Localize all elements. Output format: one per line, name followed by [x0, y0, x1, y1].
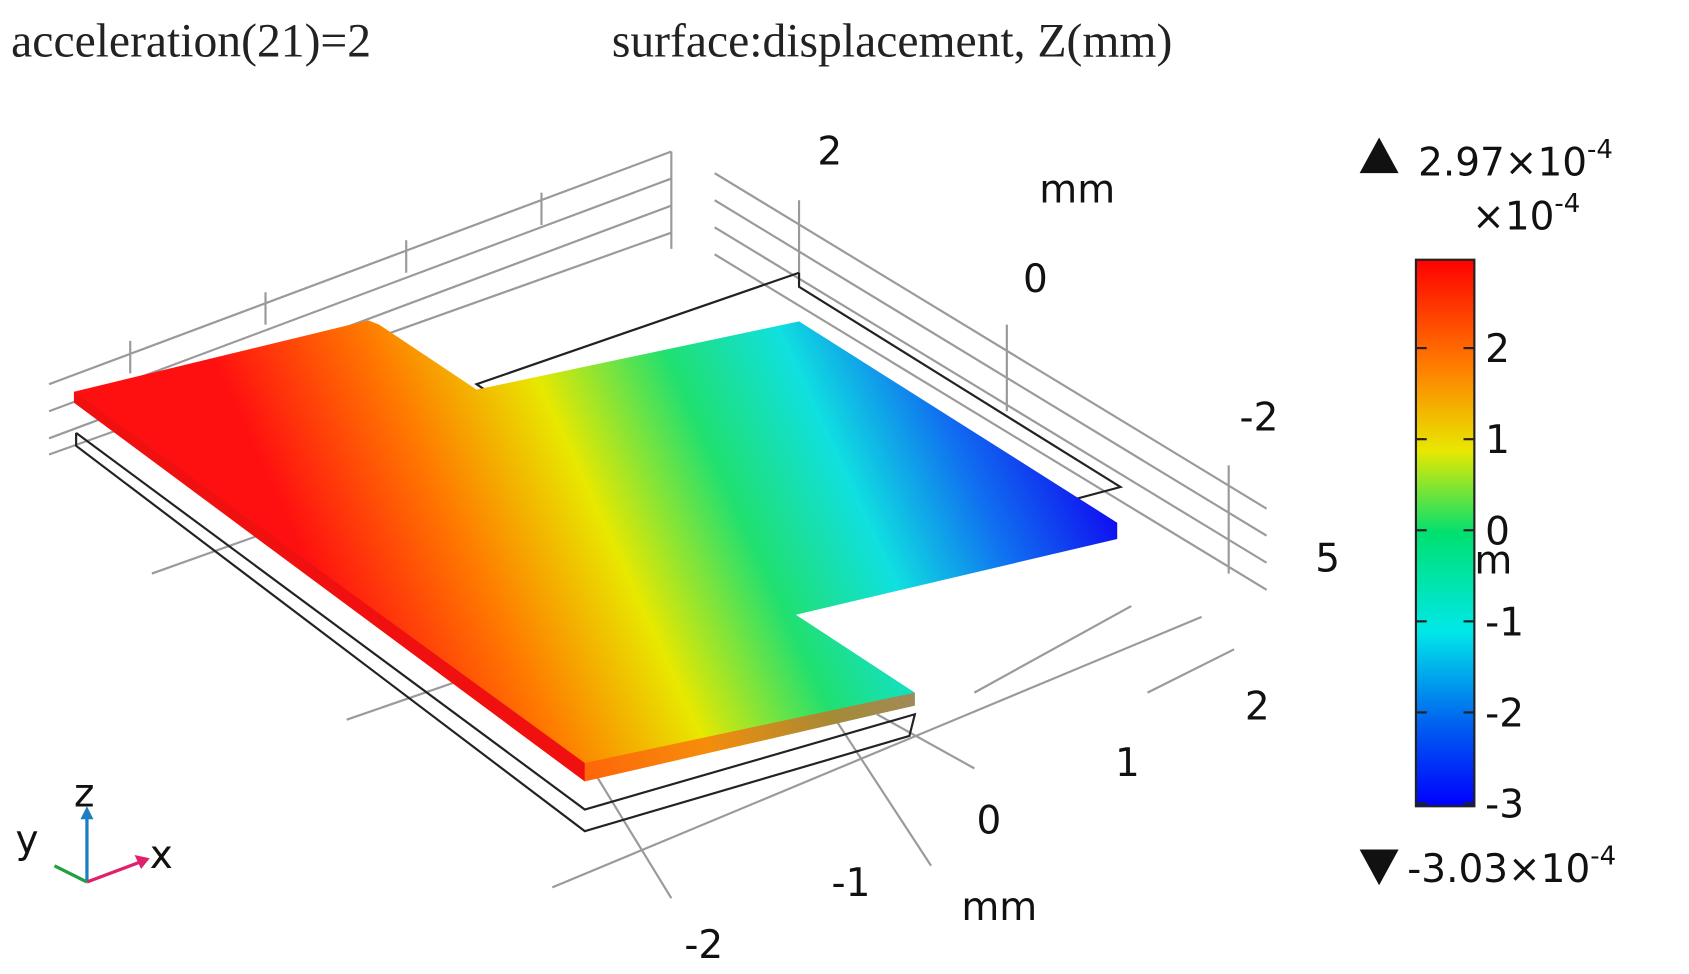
- z-tick-label: -2: [1240, 396, 1279, 441]
- colorbar-min-exponent: -4: [1590, 842, 1616, 872]
- colorbar-multiplier-mantissa: ×10: [1472, 194, 1554, 239]
- y-tick-label: 0: [977, 798, 1002, 843]
- colorbar-max: 2.97×10-4: [1418, 135, 1613, 185]
- z-tick-label: 0: [1023, 257, 1048, 302]
- y-tick-label: 1: [1115, 741, 1140, 786]
- triad-z: z: [74, 771, 94, 816]
- triad-x: x: [150, 833, 173, 878]
- colorbar-min-mantissa: -3.03×10: [1407, 847, 1590, 892]
- y-tick-label: 5: [1315, 536, 1340, 581]
- colorbar-tick-label: 2: [1485, 327, 1510, 372]
- z-axis-unit: mm: [1039, 167, 1115, 212]
- colorbar-min: -3.03×10-4: [1407, 842, 1616, 892]
- colorbar-max-mantissa: 2.97×10: [1418, 140, 1587, 185]
- y-tick-label: -1: [832, 861, 871, 906]
- y-axis-unit: mm: [961, 885, 1037, 930]
- triad: z y x: [16, 771, 173, 884]
- header-right: surface:displacement, Z(mm): [612, 15, 1173, 67]
- z-tick-label: 2: [817, 129, 842, 174]
- plate: [73, 320, 1118, 782]
- colorbar-tick-label: -1: [1485, 600, 1524, 645]
- colorbar-tick-label: 0: [1485, 509, 1510, 554]
- colorbar-max-exponent: -4: [1587, 135, 1613, 165]
- colorbar-multiplier: ×10-4: [1472, 189, 1580, 239]
- triad-y: y: [16, 818, 39, 863]
- colorbar-tick-label: -2: [1485, 692, 1524, 737]
- hidden-unit: m: [1474, 539, 1512, 584]
- colorbar-multiplier-exponent: -4: [1554, 189, 1580, 219]
- y-tick-label: 2: [1245, 685, 1270, 730]
- y-tick-label: -2: [684, 923, 723, 968]
- header-left: acceleration(21)=2: [11, 15, 371, 67]
- colorbar-tick-label: 1: [1485, 418, 1510, 463]
- colorbar-tick-label: -3: [1485, 783, 1524, 828]
